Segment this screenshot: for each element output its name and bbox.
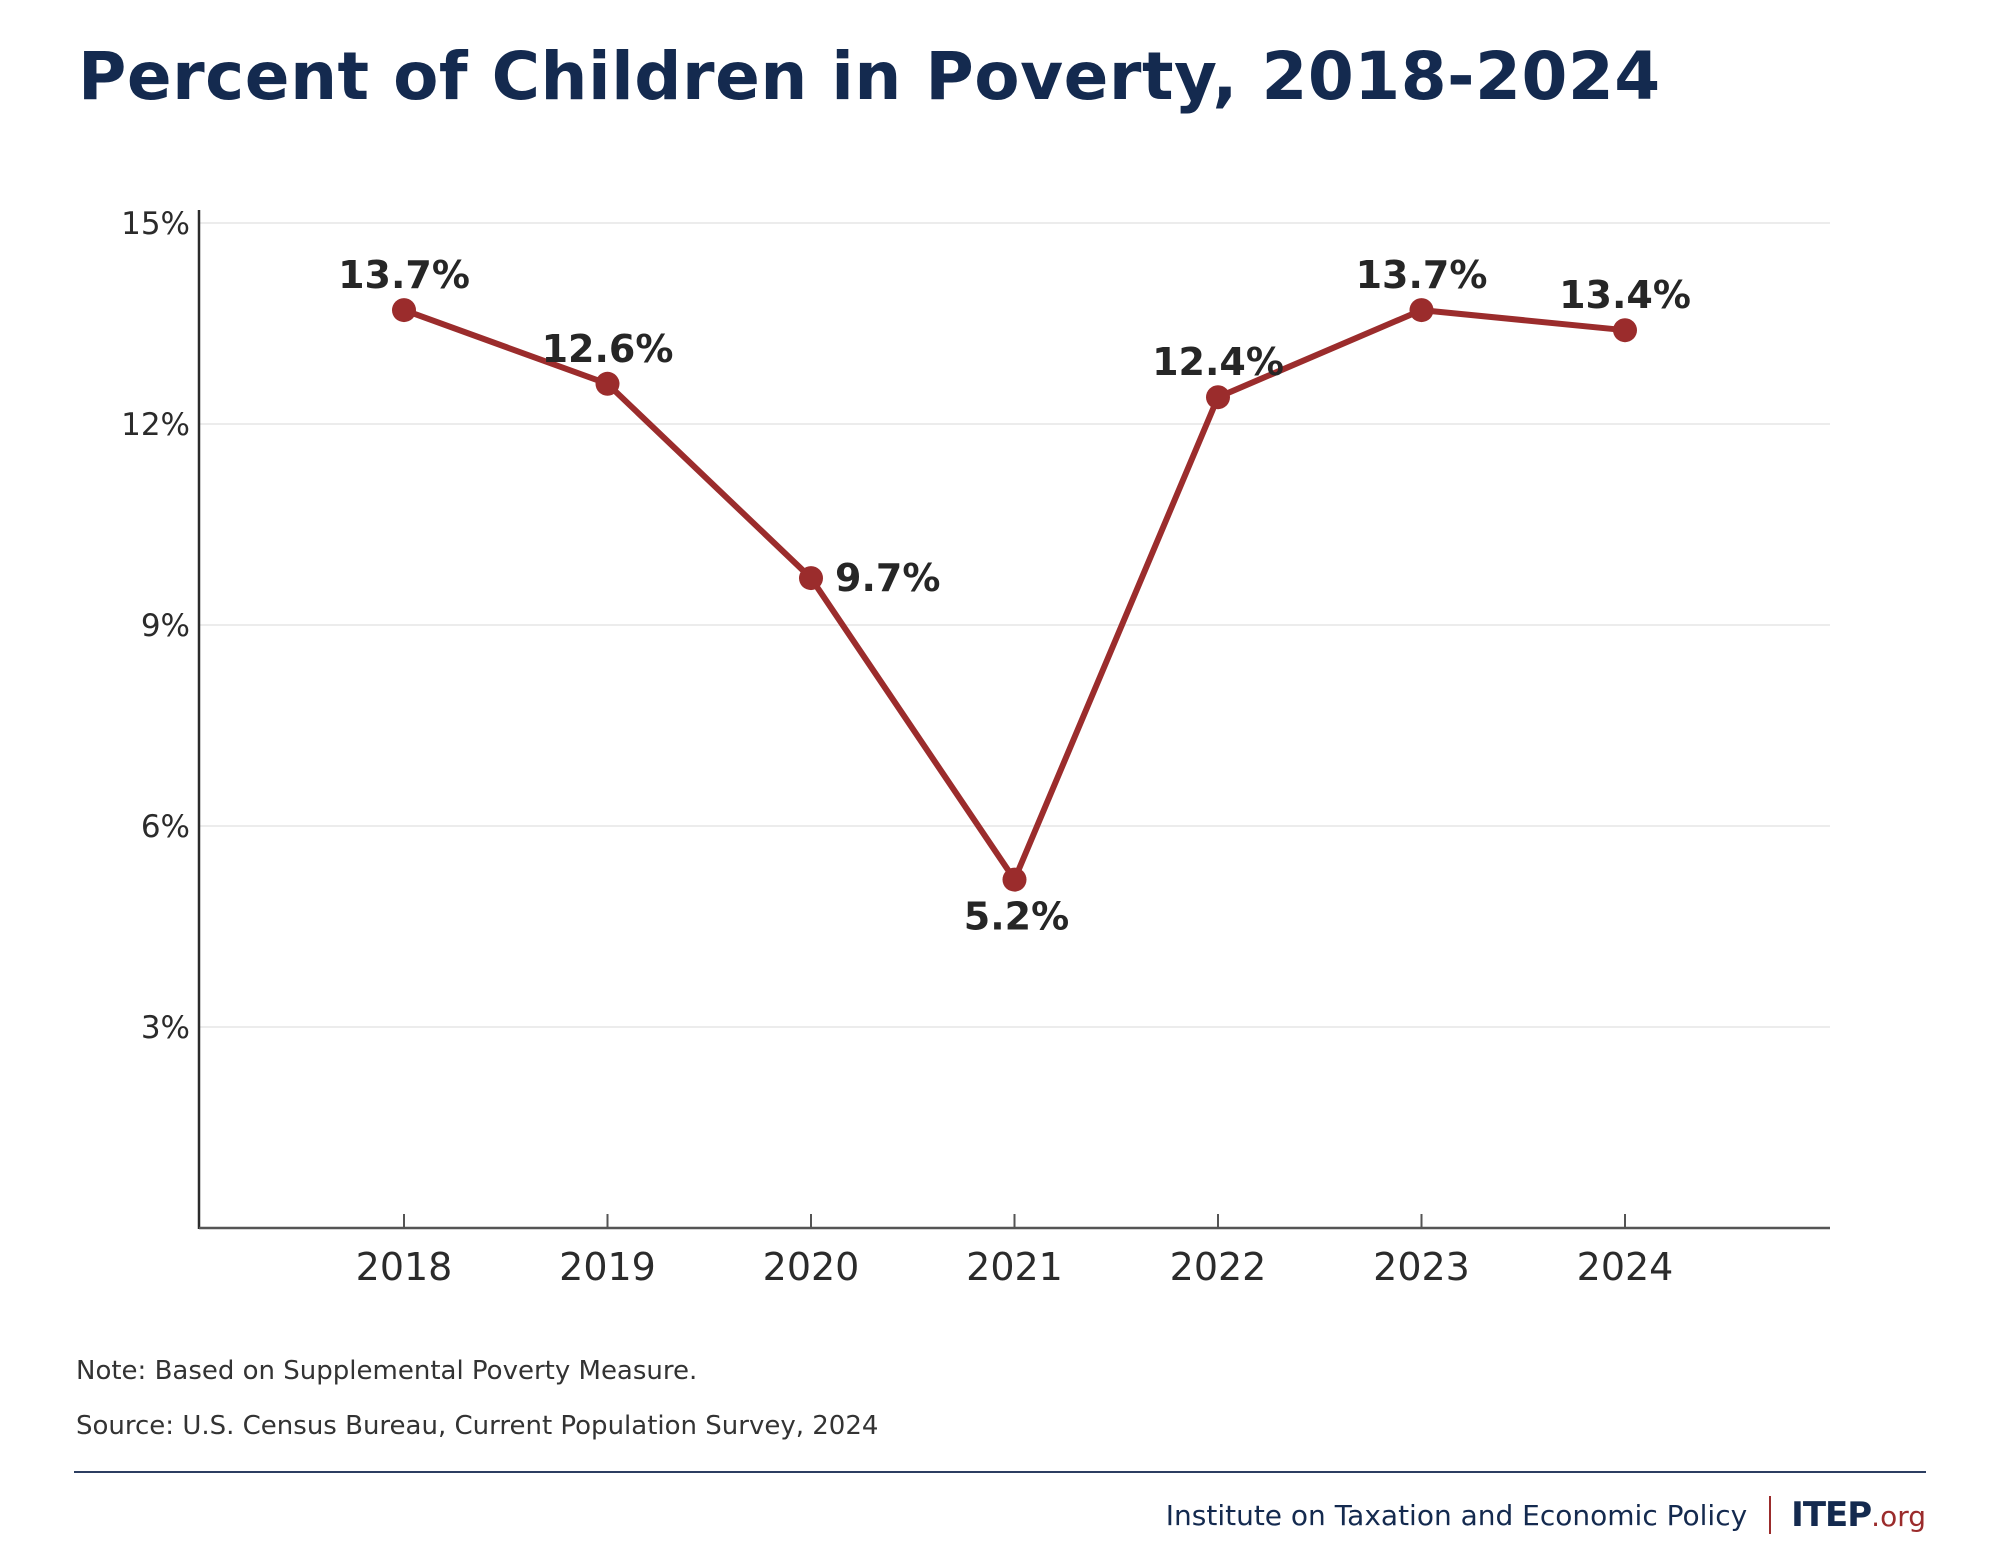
logo-brand: ITEP [1791, 1495, 1872, 1535]
y-tick-label: 3% [141, 1010, 190, 1046]
chart-title: Percent of Children in Poverty, 2018-202… [78, 38, 1661, 115]
x-tick-label: 2018 [356, 1245, 453, 1289]
data-point-marker [799, 566, 823, 591]
line-chart: 3% 6% 9% 12% 15% 2018 2019 2020 2021 2022 2023 202… [121, 206, 1830, 1289]
chart-note: Note: Based on Supplemental Poverty Meas… [76, 1356, 698, 1386]
gridlines [199, 222, 1830, 1028]
data-label: 13.7% [1356, 253, 1488, 297]
series-line-layer [392, 298, 1637, 892]
x-tick-label: 2021 [966, 1245, 1063, 1289]
data-point-marker [1613, 318, 1637, 343]
data-point-marker [595, 371, 620, 396]
footer-separator [1769, 1496, 1772, 1534]
data-point-marker [1206, 385, 1230, 410]
chart-source: Source: U.S. Census Bureau, Current Popu… [76, 1411, 879, 1441]
data-label: 5.2% [964, 895, 1069, 939]
footer: Institute on Taxation and Economic Polic… [1166, 1495, 1926, 1535]
x-tick-label: 2020 [763, 1245, 860, 1289]
logo-suffix: .org [1871, 1500, 1926, 1533]
x-tick-label: 2019 [559, 1245, 656, 1289]
x-axis-ticks: 2018 2019 2020 2021 2022 2023 2024 [356, 1214, 1674, 1289]
data-label: 12.4% [1152, 340, 1284, 384]
y-axis-ticks: 3% 6% 9% 12% 15% [121, 206, 190, 1046]
data-labels: 13.7% 12.6% 9.7% 5.2% 12.4% 13.7% 13.4% [338, 253, 1691, 939]
data-label: 13.7% [338, 253, 470, 297]
data-point-marker [1409, 298, 1434, 323]
data-point-marker [1002, 867, 1027, 892]
data-label: 9.7% [835, 556, 940, 600]
y-tick-label: 15% [121, 206, 190, 242]
series-line [401, 307, 1628, 883]
data-label: 12.6% [542, 327, 674, 371]
org-name: Institute on Taxation and Economic Polic… [1165, 1498, 1748, 1532]
data-point-marker [392, 298, 416, 323]
footer-divider [74, 1471, 1926, 1473]
x-tick-label: 2022 [1170, 1245, 1267, 1289]
y-tick-label: 9% [141, 608, 190, 644]
x-tick-label: 2023 [1373, 1245, 1470, 1289]
x-tick-label: 2024 [1577, 1245, 1674, 1289]
y-tick-label: 6% [141, 809, 190, 845]
itep-logo[interactable]: ITEP.org [1791, 1495, 1926, 1535]
y-tick-label: 12% [121, 407, 190, 443]
data-label: 13.4% [1559, 273, 1691, 317]
